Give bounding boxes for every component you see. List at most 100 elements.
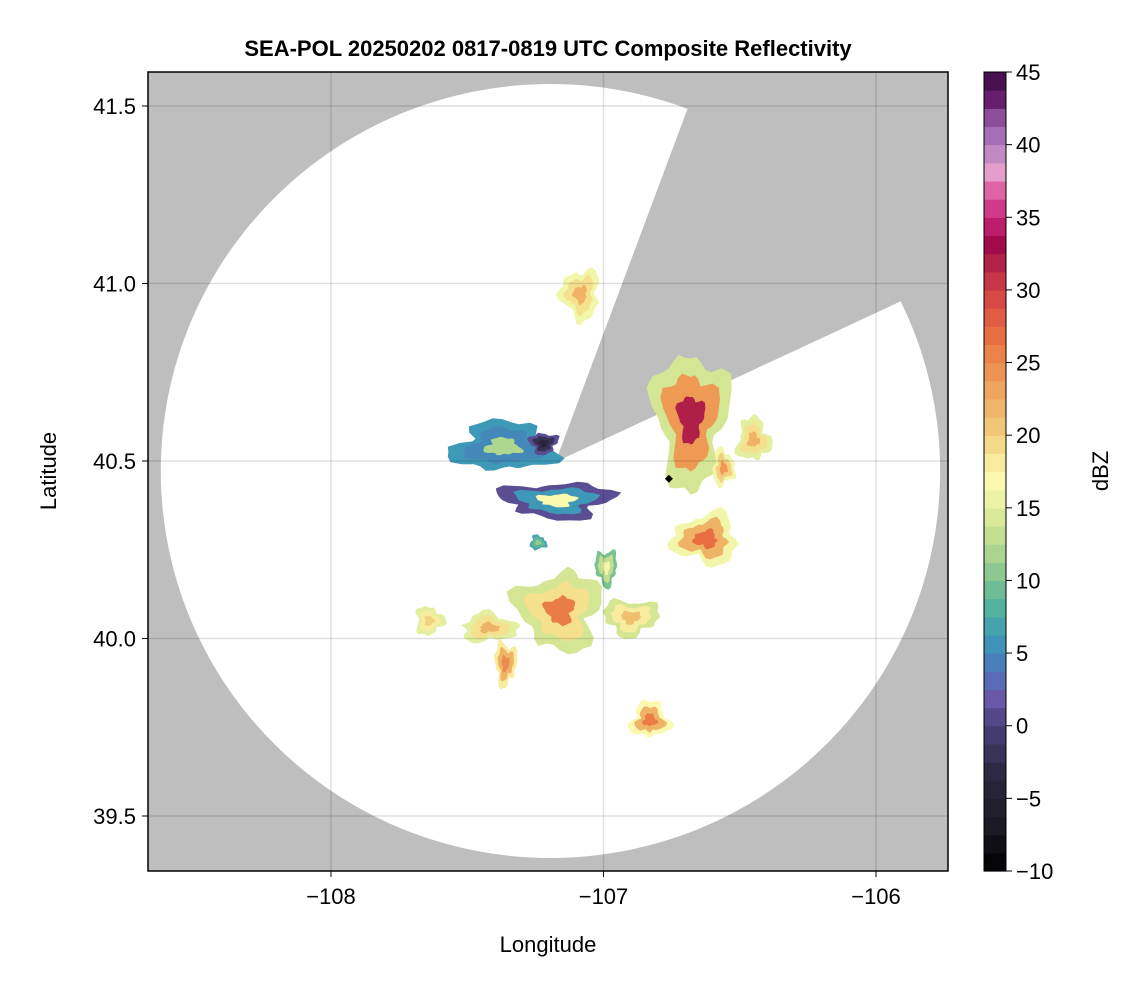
echo-cell (666, 506, 740, 568)
colorbar-bin (984, 852, 1006, 872)
x-tick-label: −108 (306, 884, 356, 909)
colorbar-bin (984, 816, 1006, 836)
colorbar-bin (984, 798, 1006, 818)
colorbar-bin (984, 707, 1006, 727)
echo-cell (529, 534, 548, 551)
echo-layer (675, 396, 706, 445)
colorbar-bin (984, 217, 1006, 237)
echo-cell (602, 598, 661, 639)
colorbar-tick-label: 35 (1016, 205, 1040, 230)
colorbar-bin (984, 544, 1006, 563)
echo-cell (627, 699, 675, 738)
echo-layer (535, 539, 542, 546)
echo-layer (642, 713, 659, 727)
colorbar-tick-label: 20 (1016, 423, 1040, 448)
beam-blockage-sector (555, 72, 948, 462)
colorbar-bin (984, 108, 1006, 128)
echo-cell (506, 566, 602, 655)
x-axis-label: Longitude (500, 932, 597, 957)
colorbar-bin (984, 271, 1006, 291)
y-tick-label: 41.0 (93, 272, 136, 297)
plot-area (148, 72, 948, 871)
echo-cell (646, 354, 732, 495)
colorbar-bin (984, 435, 1006, 454)
y-axis: 39.5 40.0 40.5 41.0 41.5 (93, 94, 148, 829)
colorbar-bin (984, 471, 1006, 491)
echo-layer (424, 615, 436, 627)
colorbar-bin (984, 199, 1006, 218)
y-tick-label: 39.5 (93, 804, 136, 829)
colorbar: −10 −5 0 5 10 15 20 25 30 35 40 45 (983, 60, 1053, 884)
colorbar-bin (984, 362, 1006, 382)
colorbar-tick-label: 5 (1016, 641, 1028, 666)
colorbar-bin (984, 308, 1006, 327)
echo-cell (415, 606, 447, 636)
colorbar-bin (984, 634, 1006, 654)
colorbar-bin (984, 780, 1006, 799)
colorbar-tick-label: −10 (1016, 859, 1053, 884)
y-axis-label: Latitude (36, 432, 61, 510)
colorbar-bin (984, 326, 1006, 345)
site-marker (664, 474, 673, 483)
colorbar-tick-label: 30 (1016, 278, 1040, 303)
colorbar-bin (984, 616, 1006, 636)
colorbar-tick-label: 15 (1016, 496, 1040, 521)
colorbar-bin (984, 90, 1006, 109)
echo-layer (541, 594, 576, 627)
echo-cell (461, 609, 521, 644)
plot-frame (147, 71, 949, 872)
colorbar-bin (984, 725, 1006, 745)
echo-layer (535, 493, 579, 508)
colorbar-tick-label: −5 (1016, 786, 1041, 811)
echo-layer (571, 284, 587, 306)
colorbar-bin (984, 380, 1006, 400)
colorbar-label: dBZ (1088, 451, 1113, 491)
echo-cell (447, 418, 565, 471)
colorbar-bin (984, 834, 1006, 854)
colorbar-bin (984, 235, 1006, 255)
echo-cell (734, 414, 773, 460)
colorbar-bin (984, 162, 1006, 182)
echo-cell (712, 445, 737, 489)
colorbar-bin (984, 289, 1006, 309)
echo-layer (746, 431, 761, 447)
colorbar-bin (984, 180, 1006, 200)
colorbar-bin (984, 689, 1006, 709)
echo-layer (501, 655, 510, 673)
colorbar-bin (984, 489, 1006, 509)
colorbar-bin (984, 126, 1006, 146)
echo-layer (537, 439, 550, 448)
colorbar-tick-label: 10 (1016, 568, 1040, 593)
colorbar-tick-label: 40 (1016, 133, 1040, 158)
echo-layer (479, 621, 501, 634)
colorbar-bin (984, 344, 1006, 364)
colorbar-bin (984, 653, 1006, 672)
colorbar-bin (984, 398, 1006, 418)
echo-layer (483, 437, 525, 456)
chart-title: SEA-POL 20250202 0817-0819 UTC Composite… (244, 36, 852, 61)
colorbar-bin (984, 144, 1006, 164)
x-tick-label: −107 (579, 884, 629, 909)
colorbar-tick-label: 45 (1016, 60, 1040, 85)
colorbar-tick-label: 25 (1016, 351, 1040, 376)
echo-cell (494, 639, 518, 690)
colorbar-frame (983, 71, 1007, 872)
colorbar-bin (984, 762, 1006, 781)
y-tick-label: 40.0 (93, 627, 136, 652)
colorbar-bin (984, 671, 1006, 691)
colorbar-bin (984, 525, 1006, 545)
echo-cell (556, 267, 600, 326)
colorbar-bin (984, 507, 1006, 527)
echo-layer (620, 610, 642, 625)
colorbar-bin (984, 743, 1006, 763)
echo-layer (602, 561, 611, 576)
x-tick-label: −106 (851, 884, 901, 909)
colorbar-bin (984, 72, 1006, 91)
echo-layer (719, 460, 729, 476)
colorbar-bin (984, 253, 1006, 273)
colorbar-bin (984, 598, 1006, 618)
echo-cell (526, 432, 560, 456)
y-tick-label: 40.5 (93, 449, 136, 474)
colorbar-bin (984, 453, 1006, 473)
